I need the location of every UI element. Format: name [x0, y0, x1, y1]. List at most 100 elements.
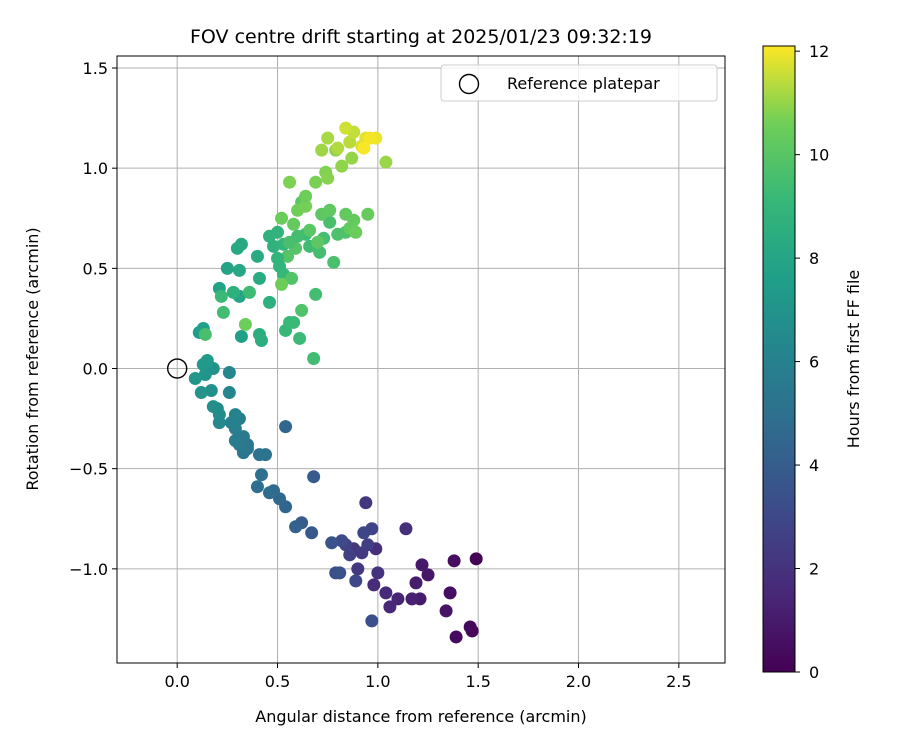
data-point	[349, 574, 363, 588]
data-point	[357, 141, 371, 155]
data-point	[206, 400, 220, 414]
data-point	[313, 245, 327, 259]
colorbar-tick-label: 4	[809, 456, 819, 475]
data-point	[379, 155, 393, 169]
data-point	[443, 586, 457, 600]
data-point	[359, 496, 373, 510]
data-point	[222, 386, 236, 400]
plot-frame	[116, 55, 726, 664]
data-point	[228, 408, 242, 422]
colorbar-tick-label: 0	[809, 663, 819, 682]
data-point	[263, 486, 277, 500]
y-tick-label: −1.0	[69, 560, 108, 579]
x-tick-label: 1.0	[365, 672, 390, 691]
data-point	[254, 333, 268, 347]
data-point	[349, 225, 363, 239]
data-point	[439, 604, 453, 618]
data-point	[361, 538, 375, 552]
data-point	[194, 386, 208, 400]
data-point	[463, 620, 477, 634]
x-tick-label: 0.5	[265, 672, 290, 691]
data-point	[216, 305, 230, 319]
reference-point	[166, 358, 188, 379]
data-point	[371, 566, 385, 580]
data-point	[250, 480, 264, 494]
data-point	[327, 255, 341, 269]
colorbar-tick-label: 2	[809, 560, 819, 579]
data-point	[222, 366, 236, 380]
data-point	[325, 536, 339, 550]
data-point	[363, 131, 377, 145]
data-point	[232, 263, 246, 277]
data-point	[238, 317, 252, 331]
data-point	[309, 175, 323, 189]
data-point	[409, 576, 423, 590]
data-point	[234, 237, 248, 251]
colorbar-gradient	[762, 45, 796, 673]
y-axis-label: Rotation from reference (arcmin)	[23, 227, 42, 490]
data-point	[347, 213, 361, 227]
data-point	[331, 141, 345, 155]
reference-marker	[166, 358, 188, 379]
data-point	[311, 235, 325, 249]
data-point	[405, 592, 419, 606]
data-point	[399, 522, 413, 536]
data-point	[214, 289, 228, 303]
data-point	[287, 315, 301, 329]
data-point	[305, 526, 319, 540]
data-point	[293, 331, 307, 345]
data-point	[279, 420, 293, 434]
data-points	[188, 121, 483, 644]
data-point	[361, 207, 375, 221]
data-point	[323, 215, 337, 229]
data-point	[415, 558, 429, 572]
data-point	[188, 372, 202, 386]
data-point	[285, 271, 299, 285]
x-tick-label: 1.5	[465, 672, 490, 691]
data-point	[315, 143, 329, 157]
data-point	[303, 223, 317, 237]
data-point	[383, 600, 397, 614]
data-point	[281, 249, 295, 263]
data-point	[335, 159, 349, 173]
data-point	[252, 271, 266, 285]
data-point	[299, 189, 313, 203]
data-point	[271, 251, 285, 265]
data-point	[291, 229, 305, 243]
data-point	[267, 239, 281, 253]
y-axis-ticks: −1.0 −0.5 0.0 0.5 1.0 1.5	[69, 59, 117, 579]
data-point	[289, 520, 303, 534]
data-point	[226, 285, 240, 299]
data-point	[287, 217, 301, 231]
data-point	[351, 562, 365, 576]
data-point	[339, 121, 353, 135]
data-point	[333, 566, 347, 580]
data-point	[309, 287, 323, 301]
chart-title: FOV centre drift starting at 2025/01/23 …	[190, 26, 652, 48]
data-point	[343, 548, 357, 562]
x-tick-label: 0.0	[164, 672, 189, 691]
x-tick-label: 2.0	[566, 672, 591, 691]
data-point	[275, 211, 289, 225]
data-point	[379, 586, 393, 600]
data-point	[365, 614, 379, 628]
data-point	[242, 285, 256, 299]
legend: Reference platepar	[440, 64, 718, 102]
data-point	[204, 384, 218, 398]
data-point	[250, 249, 264, 263]
data-point	[200, 354, 214, 368]
x-axis-ticks: 0.0 0.5 1.0 1.5 2.0 2.5	[164, 663, 692, 691]
data-point	[307, 470, 321, 484]
data-point	[299, 199, 313, 213]
y-tick-label: 0.5	[83, 259, 108, 278]
colorbar-label: Hours from first FF file	[844, 270, 863, 449]
data-point	[367, 578, 381, 592]
colorbar-tick-label: 12	[809, 42, 829, 61]
data-point	[323, 203, 337, 217]
data-point	[295, 303, 309, 317]
y-tick-label: 1.5	[83, 59, 108, 78]
data-point	[421, 568, 435, 582]
data-point	[449, 630, 463, 644]
colorbar-tick-label: 6	[809, 353, 819, 372]
